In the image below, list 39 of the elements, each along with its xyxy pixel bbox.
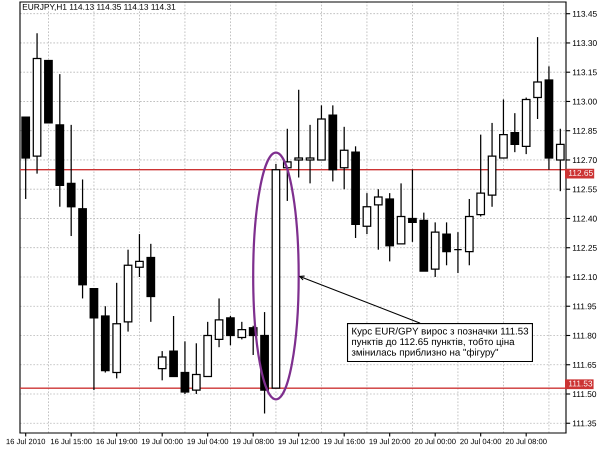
candlestick: [454, 232, 462, 274]
candlestick: [66, 124, 76, 237]
chart-title: EURJPY,H1 114.13 114.35 114.13 114.31: [22, 4, 176, 11]
y-tick-label: 112.25: [572, 244, 597, 251]
candlestick: [362, 192, 372, 235]
candlestick: [306, 124, 314, 184]
annotation: Курс EUR/GPY вирос з позначки 111.53 пунктів до 112.65 пунктів, тобто ціна змінилась приблизно на "фігуру": [352, 327, 528, 358]
y-tick-label: 113.30: [572, 40, 597, 46]
ref-line-label: 111.53: [568, 380, 592, 386]
y-tick-label: 112.10: [572, 274, 597, 280]
candlestick: [510, 112, 520, 153]
y-tick-label: 111.35: [572, 420, 596, 426]
candlestick: [476, 134, 486, 218]
y-tick-label: 112.70: [572, 157, 597, 164]
y-tick-label: 111.50: [572, 391, 596, 398]
candlestick: [294, 89, 304, 178]
candlestick: [374, 188, 383, 250]
y-tick-label: 113.00: [572, 98, 597, 105]
candlestick: [180, 340, 190, 395]
y-tick-label: 111.65: [572, 362, 596, 368]
y-tick-label: 111.95: [572, 303, 596, 310]
candlestick: [442, 222, 451, 266]
y-tick-label: 113.45: [572, 10, 597, 17]
y-tick-label: 111.80: [572, 332, 596, 339]
candlestick: [214, 298, 224, 348]
y-tick-label: 113.15: [572, 69, 597, 76]
y-tick-label: 112.40: [572, 216, 597, 222]
ref-line-label: 112.65: [568, 170, 593, 176]
candlestick: [340, 126, 349, 190]
candlestick: [408, 169, 417, 243]
candlestick: [533, 36, 542, 120]
candlestick: [192, 342, 201, 395]
y-tick-label: 112.85: [572, 128, 597, 134]
candlestick: [135, 233, 144, 278]
y-tick-label: 112.55: [572, 186, 597, 192]
candlestick: [158, 350, 167, 381]
candlestick: [226, 315, 235, 346]
candlestick: [237, 321, 246, 340]
candlestick: [499, 98, 508, 159]
